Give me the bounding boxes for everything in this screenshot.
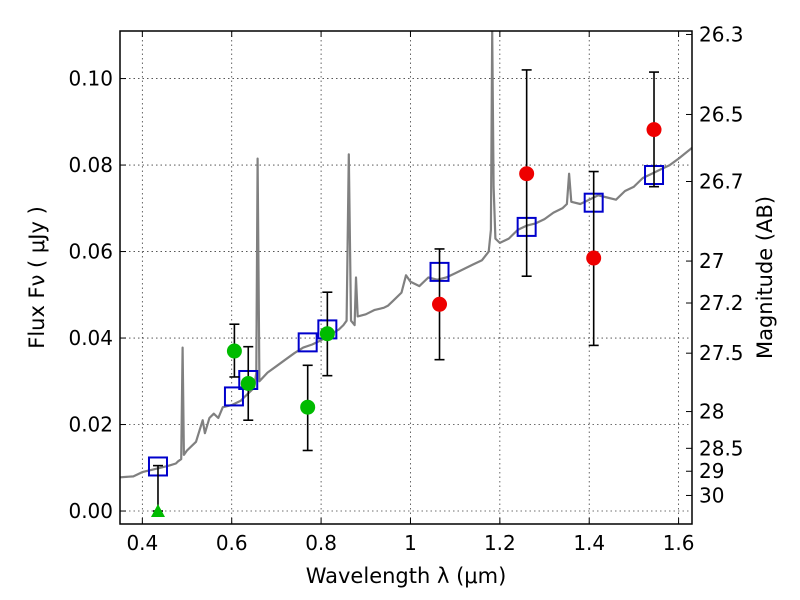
plot-area — [120, 31, 692, 518]
x-tick-label: 0.8 — [305, 531, 337, 555]
magnitude-tick-label: 27 — [699, 249, 724, 273]
model-square-marker — [297, 332, 318, 353]
data-point — [646, 122, 662, 138]
y-axis-label: Flux Fν ( μJy ) — [25, 206, 49, 349]
data-point — [432, 296, 448, 312]
x-tick-label: 0.4 — [126, 531, 158, 555]
magnitude-tick-label: 26.3 — [699, 22, 744, 46]
x-tick-label: 1.2 — [484, 531, 516, 555]
magnitude-tick-label: 30 — [699, 483, 724, 507]
data-point — [300, 399, 316, 415]
y-tick-label: 0.08 — [68, 153, 113, 177]
x-tick-label: 0.6 — [216, 531, 248, 555]
y-tick-label: 0.06 — [68, 240, 113, 264]
data-point — [586, 250, 602, 266]
magnitude-tick-label: 27.5 — [699, 341, 744, 365]
magnitude-tick-label: 26.7 — [699, 169, 744, 193]
x-tick-label: 1 — [404, 531, 417, 555]
data-point — [240, 375, 256, 391]
data-point — [319, 326, 335, 342]
plot-frame — [119, 30, 693, 525]
y-tick-label: 0.02 — [68, 413, 113, 437]
data-point — [226, 343, 242, 359]
magnitude-tick-label: 27.2 — [699, 291, 744, 315]
y-tick-label: 0.10 — [68, 67, 113, 91]
axis-ticks: 0.4 0.6 0.8 1 1.2 1.4 1.6 0.00 0.02 0.04 0.06 0.08 0… — [68, 22, 743, 555]
spectrum-line — [120, 31, 692, 479]
x-axis-label: Wavelength λ (μm) — [306, 564, 507, 588]
grid — [120, 31, 692, 524]
x-tick-label: 1.4 — [573, 531, 605, 555]
magnitude-tick-label: 28.5 — [699, 436, 744, 460]
magnitude-tick-label: 28 — [699, 400, 724, 424]
model-square-marker — [223, 386, 244, 407]
x-tick-label: 1.6 — [663, 531, 695, 555]
magnitude-axis-label: Magnitude (AB) — [753, 196, 777, 359]
y-tick-label: 0.00 — [68, 499, 113, 523]
magnitude-tick-label: 29 — [699, 459, 724, 483]
magnitude-tick-label: 26.5 — [699, 102, 744, 126]
y-tick-label: 0.04 — [68, 326, 113, 350]
upper-limit-marker — [150, 504, 165, 518]
data-point — [519, 166, 535, 182]
